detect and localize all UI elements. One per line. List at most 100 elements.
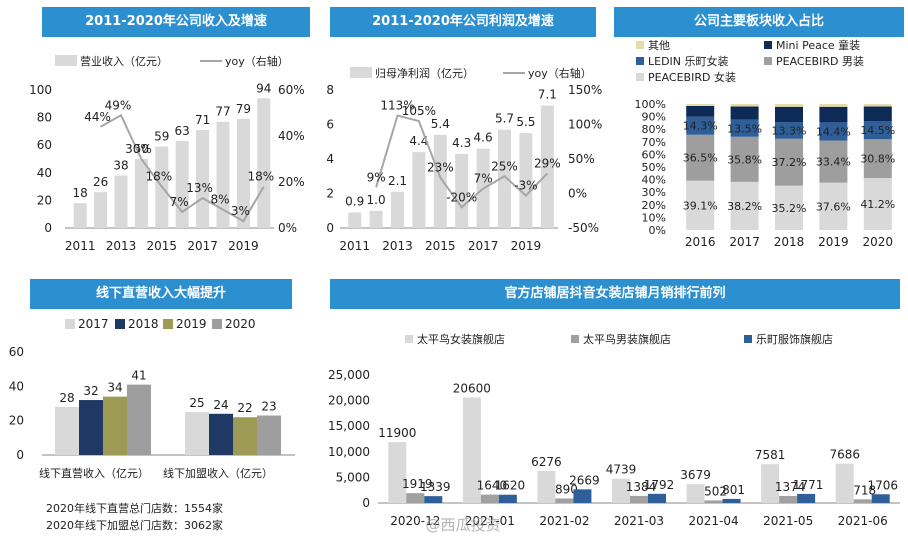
profit-bar-label: 4.4	[409, 134, 428, 148]
offline-legend-swatch	[65, 319, 75, 329]
segments-bar-segment	[686, 116, 715, 135]
profit-yoy-label: -20%	[446, 190, 477, 204]
segments-bar-segment	[819, 122, 848, 141]
profit-yoy-label: 7%	[474, 172, 493, 186]
segments-legend-swatch	[764, 41, 772, 49]
segments-value-label: 35.8%	[727, 153, 762, 166]
segments-bar-segment	[775, 106, 803, 123]
revenue-legend-line-label: yoy（右轴）	[225, 54, 289, 68]
revenue-bar	[134, 159, 148, 228]
revenue-y-tick: 100	[29, 83, 52, 97]
offline-bar	[127, 384, 151, 455]
douyin-bar	[388, 442, 407, 503]
profit-bar	[391, 191, 404, 228]
segments-bar-segment	[730, 181, 759, 230]
revenue-y2-tick: 40%	[278, 129, 305, 143]
profit-bar	[540, 105, 554, 228]
douyin-bar-label: 4739	[606, 463, 637, 477]
revenue-x-tick: 2013	[106, 239, 137, 253]
profit-chart-title: 2011-2020年公司利润及增速	[330, 7, 596, 37]
profit-yoy-label: 25%	[491, 159, 518, 173]
offline-bar-label: 34	[107, 381, 122, 395]
profit-bar	[433, 134, 447, 228]
segments-legend-swatch	[636, 41, 644, 49]
douyin-x-tick: 2021-06	[838, 514, 888, 528]
douyin-legend-swatch	[571, 335, 579, 343]
offline-x-tick: 线下加盟收入（亿元）	[163, 466, 273, 480]
douyin-bar	[498, 494, 517, 503]
segments-legend-label: LEDIN 乐町女装	[648, 54, 729, 68]
douyin-legend-label: 太平鸟男装旗舰店	[583, 332, 671, 346]
offline-legend-swatch	[212, 319, 222, 329]
profit-yoy-line	[375, 114, 549, 209]
douyin-bar-label: 1771	[793, 478, 824, 492]
douyin-bar	[648, 493, 666, 503]
douyin-x-tick: 2021-05	[763, 514, 813, 528]
offline-y-tick: 20	[9, 414, 24, 428]
douyin-bar-label: 3679	[680, 468, 711, 482]
revenue-bar-label: 26	[93, 175, 108, 189]
profit-bar	[369, 210, 383, 228]
revenue-yoy-label: 18%	[145, 170, 172, 184]
revenue-yoy-label: 44%	[84, 110, 111, 124]
offline-bar	[55, 406, 79, 455]
segments-bar-segment	[730, 136, 759, 182]
profit-bar-label: 4.3	[452, 136, 471, 150]
revenue-y2-tick: 20%	[278, 175, 305, 189]
offline-bar	[209, 413, 233, 455]
douyin-x-tick: 2021-01	[465, 514, 515, 528]
segments-bar-segment	[819, 182, 848, 230]
profit-bar	[348, 212, 362, 228]
offline-bar	[79, 400, 103, 455]
revenue-bar	[94, 192, 108, 228]
revenue-y-tick: 60	[37, 138, 52, 152]
douyin-bar-label: 1384	[626, 480, 657, 494]
douyin-chart-title: 官方店铺居抖音女装店铺月销排行前列	[330, 279, 900, 309]
revenue-x-tick: 2011	[65, 239, 96, 253]
douyin-bar	[573, 489, 592, 503]
segments-legend-label: Mini Peace 童装	[776, 38, 860, 52]
segments-legend-label: PEACEBIRD 女装	[648, 70, 736, 84]
profit-yoy-label: 23%	[427, 161, 454, 175]
offline-bar	[233, 417, 257, 455]
profit-y-tick: 4	[326, 152, 334, 166]
douyin-y-tick: 0	[362, 496, 370, 510]
douyin-bar-label: 2669	[569, 473, 600, 487]
profit-bar	[455, 153, 469, 228]
revenue-bar-label: 38	[113, 159, 128, 173]
segments-bar-segment	[863, 121, 892, 140]
revenue-bar	[175, 141, 189, 228]
segments-y-tick: 0%	[649, 224, 666, 237]
stores-direct-note: 2020年线下直营总门店数：1554家	[46, 502, 223, 515]
offline-bar	[257, 415, 281, 455]
offline-legend-swatch	[163, 319, 173, 329]
segments-y-tick: 20%	[642, 199, 666, 212]
profit-x-tick: 2015	[425, 239, 456, 253]
douyin-bar-label: 801	[722, 483, 745, 497]
revenue-y-tick: 80	[37, 111, 52, 125]
douyin-y-tick: 10,000	[328, 445, 370, 459]
segments-value-label: 35.2%	[772, 202, 807, 215]
douyin-bar	[406, 493, 425, 503]
segments-legend-label: 其他	[648, 39, 670, 52]
offline-bar	[185, 412, 209, 455]
offline-legend-label: 2018	[128, 317, 159, 331]
offline-legend-label: 2017	[78, 317, 109, 331]
revenue-y-tick: 0	[44, 221, 52, 235]
segments-legend-swatch	[636, 57, 644, 65]
revenue-bar-label: 71	[195, 113, 210, 127]
douyin-bar-label: 1792	[644, 478, 675, 492]
douyin-bar	[871, 494, 890, 503]
douyin-bar	[853, 499, 872, 503]
profit-y-tick: 0	[326, 221, 334, 235]
segments-y-tick: 100%	[635, 98, 666, 111]
segments-y-tick: 90%	[642, 111, 666, 124]
segments-bar-segment	[863, 106, 892, 122]
offline-y-tick: 0	[16, 448, 24, 462]
segments-legend-label: PEACEBIRD 男装	[776, 55, 864, 68]
segments-bar-segment	[775, 122, 803, 139]
douyin-bar	[480, 494, 499, 503]
revenue-bar	[196, 130, 210, 228]
revenue-y-tick: 20	[37, 193, 52, 207]
